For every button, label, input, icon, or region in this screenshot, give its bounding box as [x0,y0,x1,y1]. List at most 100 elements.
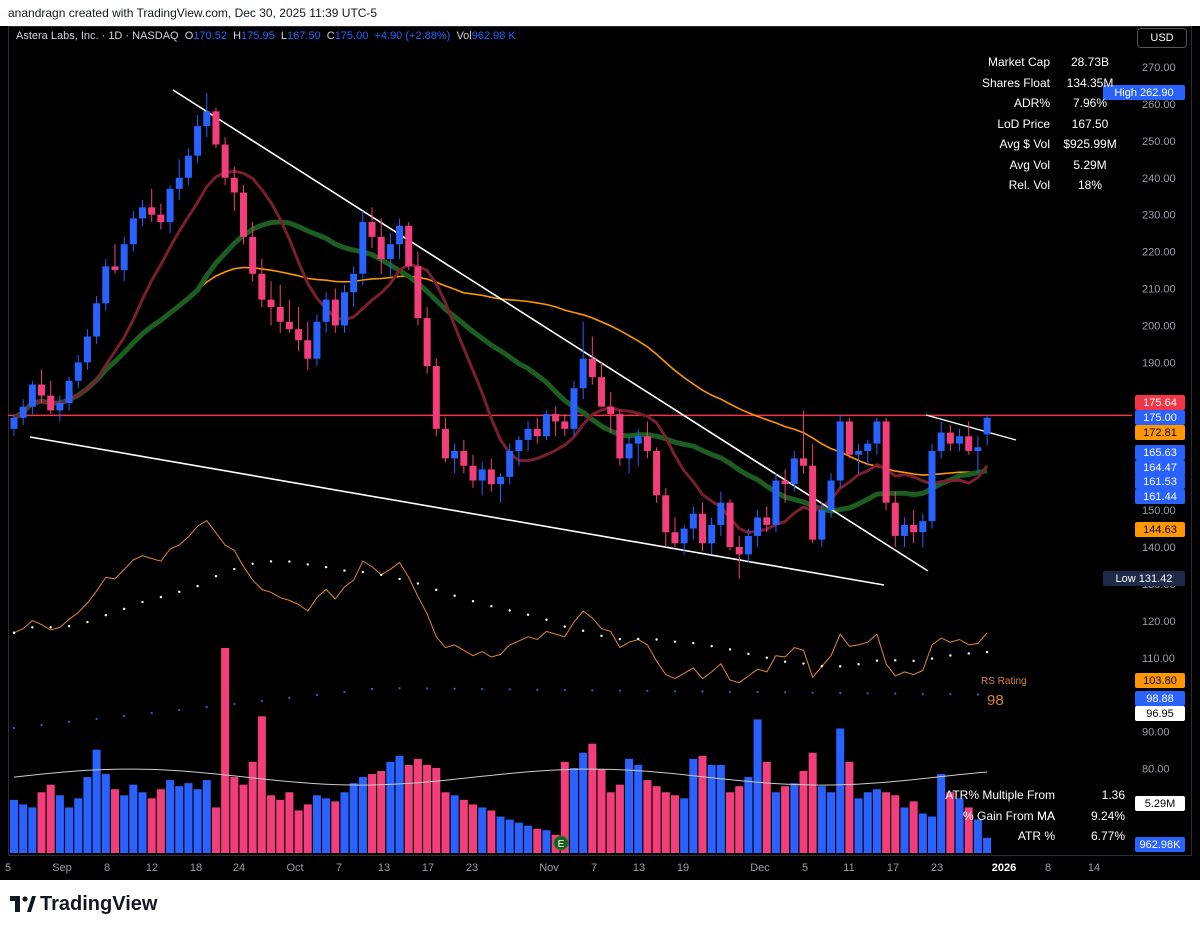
stat-key: ADR% [1013,96,1050,110]
time-tick-label: Nov [539,862,559,874]
volume-bar [257,716,266,853]
volume-bar [267,795,276,853]
price-label-text: 161.53 [1143,476,1177,488]
rs-ma-dot [545,618,548,621]
stat-key: ATR% Multiple From MA [945,788,1055,823]
time-tick-label: 23 [466,862,478,874]
price-label-text: 175.64 [1143,397,1177,409]
volume-bar [854,798,863,853]
rs-ma-dot [747,652,750,656]
price-label-tag [1135,706,1185,721]
rs-ma-dot [416,582,420,585]
candle-body [506,451,514,477]
volume-bar [469,804,477,853]
volume-bar [505,819,514,853]
time-tick-label: 13 [633,862,645,874]
rs-slow-dot [591,689,594,692]
volume-bar [413,758,422,853]
price-label-text: 164.47 [1143,462,1177,474]
rs-ma-dot [673,640,677,643]
candle-body [19,406,27,418]
close-value: 175.00 [334,30,369,42]
candle-body [946,432,954,444]
time-tick-label: 5 [802,862,808,874]
volume-bar [19,804,28,853]
price-label-tag [1135,691,1185,706]
open-value: 170.52 [193,30,227,42]
candle-body [194,126,202,156]
stat-key: Rel. Vol [1008,178,1050,192]
volume-bar [74,798,83,853]
volume-bar [863,792,872,853]
candle-body [552,414,560,422]
volume-bar [588,743,597,853]
rs-ma-dot [490,605,493,608]
volume-bar [680,798,689,853]
time-tick-label: Sep [52,862,72,874]
candle-body [882,421,890,503]
high-label: H [233,30,242,42]
price-label-text: 96.95 [1146,708,1174,720]
candle-body [396,225,404,245]
volume-bar [340,792,349,853]
rs-ma-dot [655,638,658,641]
tradingview-logo[interactable]: TradingView [10,893,157,916]
price-label-text: 98.88 [1146,693,1174,705]
candle-body [258,273,266,300]
volume-bar [781,786,790,853]
rs-slow-dot [976,693,980,696]
rs-ma-dot [692,641,695,645]
stat-value: 5.29M [1073,157,1107,172]
volume-bar [983,837,992,853]
rs-slow-dot [233,702,236,706]
candle-body [708,524,716,544]
candle-body [754,517,762,536]
candle-body [304,340,312,359]
volume-bar [560,761,569,853]
rs-ma-dot [233,567,236,571]
stat-row: ATR % 6.77% [930,826,1125,847]
rs-slow-dot [40,723,43,727]
candle-body [487,469,495,485]
time-tick-label: 19 [677,862,689,874]
candle-body [717,502,725,525]
footer-bar [0,880,1200,929]
rs-ma-dot [159,595,163,599]
candle-body [662,495,670,533]
price-tick-label: 270.00 [1142,62,1176,74]
rs-slow-dot [370,687,374,691]
candle-body [983,417,991,435]
volume-bar [276,799,285,853]
candle-body [414,266,422,319]
currency-button[interactable]: USD [1137,28,1187,48]
stat-value: 7.96% [1072,96,1108,110]
candle-body [699,513,706,544]
price-tick-label: 260.00 [1142,99,1176,111]
candle-body [405,225,413,267]
volume-bar [964,807,973,853]
rs-ma-dot [12,631,16,634]
rs-ma-dot [122,607,126,611]
volume-bar [973,819,982,853]
volume-bar [175,786,184,853]
rs-slow-dot [481,688,484,691]
price-tick-label: 210.00 [1142,284,1176,296]
candle-body [212,111,220,145]
rs-slow-dot [921,692,924,696]
earnings-marker-label: E [558,839,565,850]
chart-frame[interactable] [8,26,1192,856]
symbol-legend: Astera Labs, Inc. · 1D · NASDAQ O170.52 … [16,30,516,42]
volume-bar [101,774,110,853]
time-tick-label: Oct [286,862,303,874]
rs-ma-dot [949,654,952,657]
price-label-text: 5.29M [1145,798,1176,810]
candle-body [10,417,18,429]
stat-row: LoD Price 167.50 [980,114,1120,135]
rs-slow-dot [178,708,181,712]
rs-slow-dot [839,691,842,695]
volume-bar [46,784,55,853]
rs-ma-dot [563,625,566,628]
rs-slow-dot [260,699,263,703]
rs-slow-dot [701,690,704,693]
